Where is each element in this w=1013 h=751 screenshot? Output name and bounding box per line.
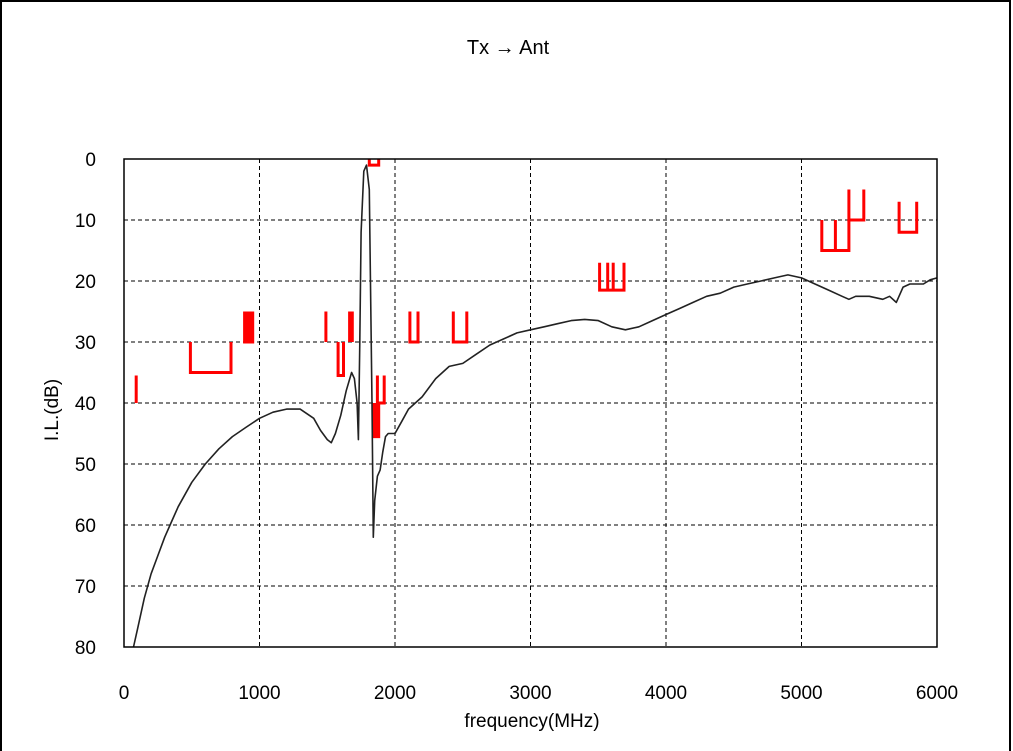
grid-lines — [124, 159, 937, 647]
y-tick-label: 60 — [75, 516, 96, 537]
series-line — [132, 164, 938, 648]
spec-marker — [451, 311, 469, 344]
y-tick-label: 0 — [85, 150, 96, 171]
y-tick-labels: 0 10 20 30 40 50 60 70 80 — [75, 150, 96, 659]
x-axis-label: frequency(MHz) — [464, 711, 599, 732]
chart-title: Tx → Ant — [467, 37, 550, 59]
spec-markers — [134, 159, 919, 439]
x-tick-label: 6000 — [916, 683, 958, 704]
x-tick-label: 2000 — [374, 683, 416, 704]
spec-marker — [847, 189, 866, 222]
x-tick-label: 1000 — [238, 683, 280, 704]
spec-marker — [375, 375, 386, 405]
y-tick-label: 80 — [75, 638, 96, 659]
x-tick-labels: 0 1000 2000 3000 4000 5000 6000 — [119, 683, 958, 704]
x-tick-label: 5000 — [780, 683, 822, 704]
x-tick-label: 3000 — [509, 683, 551, 704]
spec-marker — [897, 201, 919, 234]
y-tick-label: 50 — [75, 455, 96, 476]
x-tick-label: 0 — [119, 683, 130, 704]
y-tick-label: 40 — [75, 394, 96, 415]
plot-border — [123, 158, 938, 648]
spec-marker — [336, 342, 345, 377]
y-axis-label: I.L.(dB) — [42, 379, 63, 441]
y-tick-label: 70 — [75, 577, 96, 598]
spec-marker — [367, 159, 381, 167]
x-tick-label: 4000 — [645, 683, 687, 704]
spec-marker — [408, 311, 420, 344]
y-tick-label: 30 — [75, 333, 96, 354]
y-tick-label: 10 — [75, 211, 96, 232]
spec-marker — [188, 342, 233, 374]
series-group — [132, 164, 938, 648]
y-tick-label: 20 — [75, 272, 96, 293]
